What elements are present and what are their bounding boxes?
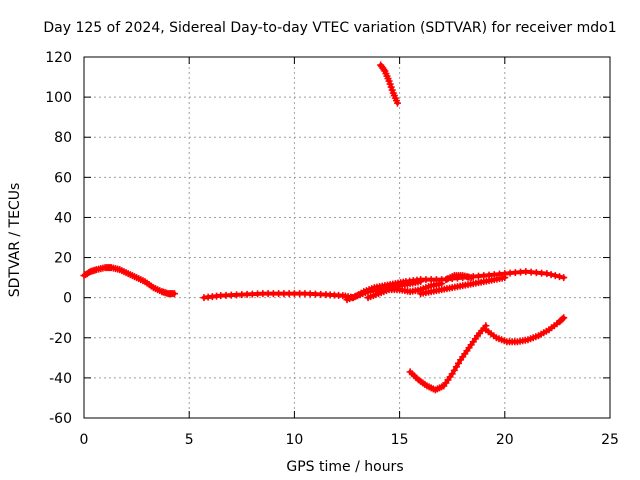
chart-title: Day 125 of 2024, Sidereal Day-to-day VTE… — [43, 20, 616, 36]
plot-frame — [83, 56, 611, 419]
data-point-plus — [380, 66, 388, 74]
y-tick-label: -60 — [49, 411, 72, 427]
data-point-plus — [556, 273, 564, 281]
y-tick-label: 80 — [54, 130, 72, 146]
data-point-plus — [560, 274, 568, 282]
y-tick-label: 20 — [54, 251, 72, 267]
data-point-plus — [543, 270, 551, 278]
x-tick-label: 5 — [185, 432, 194, 448]
series-trace-9 — [482, 314, 568, 346]
data-point-plus — [467, 274, 475, 282]
y-tick-label: 40 — [54, 210, 72, 226]
grid-lines — [84, 57, 610, 418]
data-point-plus — [560, 314, 568, 322]
data-point-plus — [393, 99, 401, 107]
data-point-plus — [452, 363, 460, 371]
data-point-plus — [455, 359, 463, 367]
y-axis-label: SDTVAR / TECUs — [7, 183, 23, 298]
data-points — [80, 61, 568, 394]
data-point-plus — [417, 278, 425, 286]
x-tick-label: 20 — [496, 432, 514, 448]
data-point-plus — [501, 274, 509, 282]
x-tick-label: 0 — [80, 432, 89, 448]
series-trace-6 — [442, 272, 475, 284]
data-point-plus — [547, 271, 555, 279]
x-tick-label: 25 — [601, 432, 619, 448]
series-trace-7 — [377, 61, 401, 107]
series-trace-2 — [200, 268, 568, 302]
series-trace-5 — [417, 274, 509, 298]
data-point-plus — [438, 280, 446, 288]
y-tick-label: 60 — [54, 170, 72, 186]
y-tick-label: 120 — [45, 50, 72, 66]
y-axis-ticks: -60 -40 -20 0 20 40 60 80 100 120 — [45, 50, 610, 427]
y-tick-label: 0 — [63, 291, 72, 307]
x-tick-label: 10 — [285, 432, 303, 448]
data-point-plus — [170, 290, 178, 298]
series-trace-8 — [406, 322, 490, 394]
y-tick-label: -20 — [49, 331, 72, 347]
x-tick-label: 15 — [391, 432, 409, 448]
data-point-plus — [450, 366, 458, 374]
series-trace-1 — [80, 264, 178, 298]
data-point-plus — [551, 272, 559, 280]
x-axis-label: GPS time / hours — [286, 459, 403, 475]
x-axis-ticks: 0 5 10 15 20 25 — [80, 57, 619, 448]
data-point-plus — [448, 370, 456, 378]
y-tick-label: 100 — [45, 90, 72, 106]
data-point-plus — [559, 315, 567, 323]
y-tick-label: -40 — [49, 371, 72, 387]
